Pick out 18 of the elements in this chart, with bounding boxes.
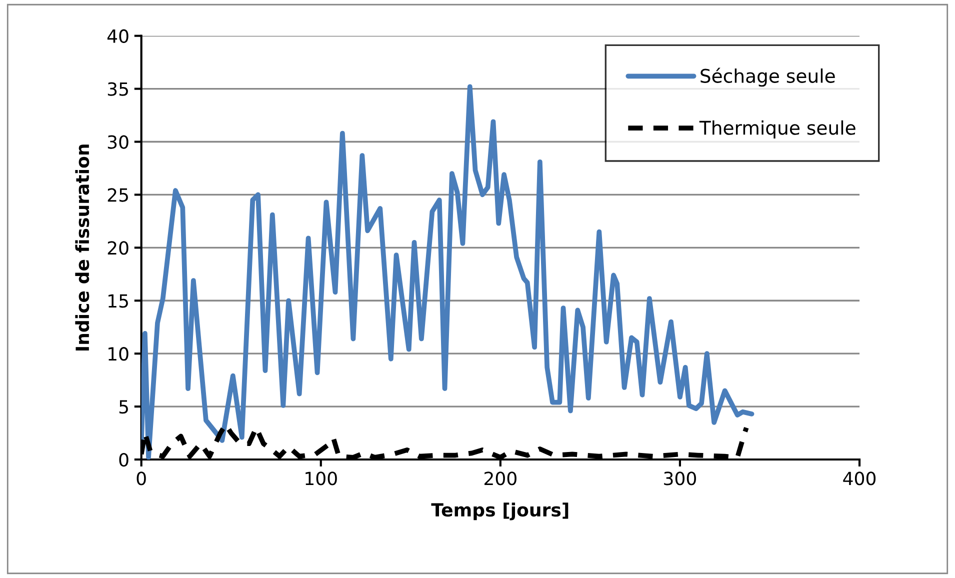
legend-label: Séchage seule [700, 68, 835, 87]
x-axis-title: Temps [jours] [431, 502, 568, 520]
x-tick-label: 100 [306, 472, 337, 486]
legend-label: Thermique seule [699, 120, 856, 139]
x-tick-label: 400 [843, 472, 876, 486]
y-tick-label: 40 [107, 29, 128, 43]
x-tick-label: 0 [136, 472, 146, 486]
x-tick-label: 300 [664, 472, 696, 486]
y-tick-label: 5 [119, 400, 128, 414]
y-tick-label: 20 [108, 241, 128, 255]
x-tick-label: 200 [484, 472, 516, 486]
y-tick-label: 10 [108, 347, 128, 361]
y-tick-label: 25 [108, 188, 128, 202]
y-tick-label: 30 [108, 135, 128, 149]
y-tick-label: 15 [108, 294, 128, 308]
y-axis-title: Indice de fissuration [75, 144, 90, 350]
y-tick-label: 35 [108, 82, 128, 96]
y-tick-label: 0 [119, 452, 128, 467]
